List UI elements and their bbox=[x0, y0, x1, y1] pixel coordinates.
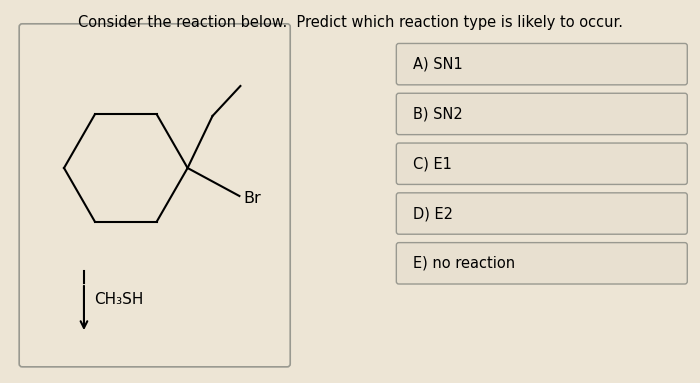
FancyBboxPatch shape bbox=[19, 24, 290, 367]
Text: D) E2: D) E2 bbox=[413, 206, 453, 221]
Text: C) E1: C) E1 bbox=[413, 156, 452, 171]
Text: B) SN2: B) SN2 bbox=[413, 106, 463, 121]
Text: E) no reaction: E) no reaction bbox=[413, 256, 515, 271]
Text: Br: Br bbox=[244, 190, 261, 206]
FancyBboxPatch shape bbox=[396, 193, 687, 234]
FancyBboxPatch shape bbox=[396, 43, 687, 85]
Text: A) SN1: A) SN1 bbox=[413, 57, 463, 72]
Text: Consider the reaction below.  Predict which reaction type is likely to occur.: Consider the reaction below. Predict whi… bbox=[78, 15, 622, 30]
FancyBboxPatch shape bbox=[396, 143, 687, 185]
FancyBboxPatch shape bbox=[396, 93, 687, 135]
FancyBboxPatch shape bbox=[396, 242, 687, 284]
Text: CH₃SH: CH₃SH bbox=[94, 293, 144, 308]
